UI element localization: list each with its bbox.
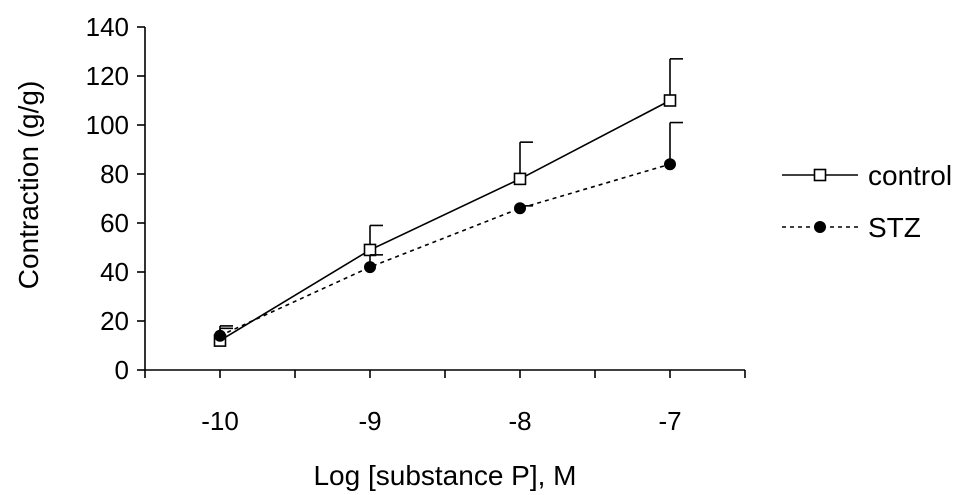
x-tick-label: -7: [658, 406, 681, 436]
legend-marker-STZ: [815, 222, 826, 233]
data-point: [365, 262, 376, 273]
series-control: [215, 59, 684, 346]
series-line: [220, 164, 670, 336]
y-ticks: 0 20 40 60 80 100 120 140: [86, 12, 145, 385]
x-tick-label: -8: [508, 406, 531, 436]
series-STZ: [215, 123, 684, 342]
y-tick-label: 60: [100, 208, 129, 238]
y-tick-label: 80: [100, 159, 129, 189]
y-tick-label: 100: [86, 110, 129, 140]
axes: [145, 27, 745, 370]
y-tick-label: 20: [100, 306, 129, 336]
data-point: [515, 173, 526, 184]
data-point: [515, 203, 526, 214]
data-point: [215, 330, 226, 341]
x-tick-label: -10: [201, 406, 239, 436]
y-tick-label: 0: [115, 355, 129, 385]
data-point: [665, 159, 676, 170]
data-point: [365, 244, 376, 255]
y-tick-label: 120: [86, 61, 129, 91]
series-layer: [215, 59, 684, 346]
legend-marker-control: [815, 170, 826, 181]
legend-label-STZ: STZ: [868, 212, 921, 243]
x-axis-label: Log [substance P], M: [313, 460, 576, 491]
x-tick-label: -9: [358, 406, 381, 436]
y-tick-label: 40: [100, 257, 129, 287]
legend: control STZ: [782, 160, 952, 243]
legend-label-control: control: [868, 160, 952, 191]
y-axis-label: Contraction (g/g): [13, 81, 44, 290]
x-ticks: -10 -9 -8 -7: [145, 370, 745, 436]
data-point: [665, 95, 676, 106]
y-tick-label: 140: [86, 12, 129, 42]
